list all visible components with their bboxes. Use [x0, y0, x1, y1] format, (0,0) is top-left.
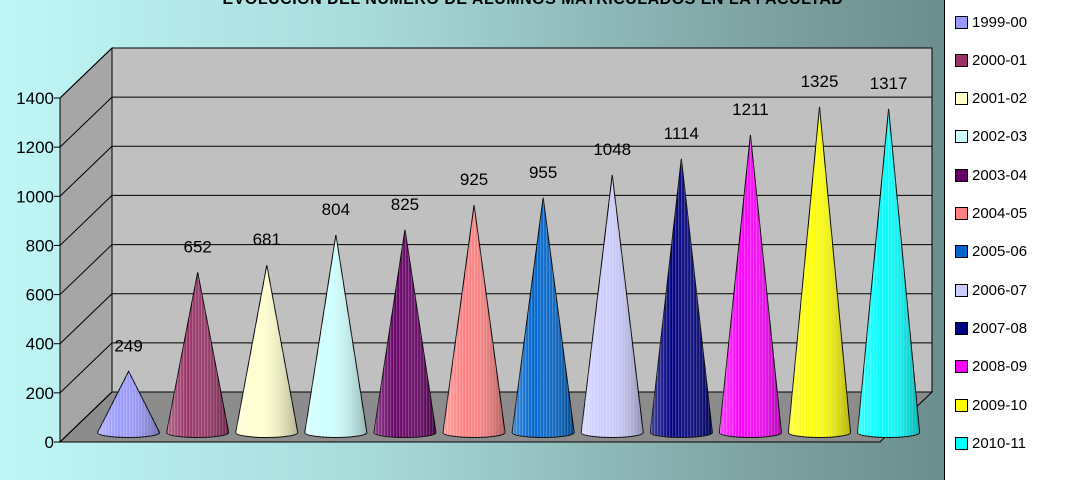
cone-chart: 0 200 400 600 800 1000 1200 1400 249 652 681 804 82… — [16, 46, 934, 452]
data-labels: 249 652 681 804 825 925 955 1048 1114 1211 1325 131… — [114, 72, 907, 355]
y-tick-label: 1400 — [16, 89, 54, 108]
cone-2002-03 — [304, 234, 368, 438]
cone-2010-11 — [857, 108, 921, 438]
y-tick-label: 200 — [26, 384, 54, 403]
cone-shade — [719, 134, 782, 438]
y-tick-label: 600 — [26, 286, 54, 305]
cone-2007-08 — [649, 158, 713, 438]
gridline — [59, 47, 932, 99]
legend-item: 2008-09 — [955, 357, 1027, 377]
data-label: 652 — [184, 237, 212, 256]
cone-shade — [443, 205, 506, 438]
cone-2008-09 — [718, 134, 782, 438]
chart-title: EVOLUCIÓN DEL NÚMERO DE ALUMNOS MATRICUL… — [0, 0, 1066, 9]
gridline — [59, 244, 932, 295]
data-label: 249 — [114, 336, 142, 355]
data-label: 681 — [253, 230, 281, 249]
legend-swatch — [955, 245, 968, 259]
legend-swatch — [955, 436, 968, 450]
legend-item: 2000-01 — [955, 50, 1027, 70]
data-label: 955 — [529, 163, 557, 182]
gridline — [59, 293, 932, 345]
legend-swatch — [955, 321, 968, 335]
cone-2000-01 — [166, 272, 230, 438]
y-tick-label: 1200 — [16, 138, 54, 157]
data-label: 804 — [322, 200, 350, 219]
legend-label: 2001-02 — [972, 90, 1028, 108]
legend-item: 2005-06 — [955, 242, 1027, 262]
legend-item: 2003-04 — [955, 165, 1027, 185]
cone-shade — [304, 234, 367, 438]
gridline — [59, 96, 932, 148]
cone-shade — [373, 229, 436, 438]
legend-label: 2002-03 — [972, 128, 1028, 146]
legend-swatch — [955, 360, 968, 374]
legend-label: 2008-09 — [972, 358, 1028, 376]
legend-label: 2000-01 — [972, 51, 1028, 69]
cone-2003-04 — [373, 229, 437, 438]
legend-swatch — [955, 15, 968, 29]
gridline — [59, 194, 932, 246]
cone-2005-06 — [511, 197, 575, 438]
cone-shade — [581, 174, 644, 438]
cone-shade — [788, 106, 851, 438]
legend-item: 2004-05 — [955, 204, 1027, 224]
legend-item: 2010-11 — [955, 433, 1026, 453]
cone-shade — [512, 197, 575, 438]
legend-swatch — [955, 398, 968, 412]
data-label: 1317 — [870, 74, 908, 93]
data-label: 925 — [460, 170, 488, 189]
data-label: 1114 — [664, 124, 699, 143]
cone-1999-00 — [97, 370, 161, 438]
cone-shade — [166, 272, 229, 438]
legend-swatch — [955, 283, 968, 297]
y-tick-label: 1000 — [16, 187, 54, 206]
cone-shade — [650, 158, 713, 438]
side-wall — [59, 46, 113, 444]
cone-shade — [235, 265, 298, 438]
legend-label: 2006-07 — [972, 281, 1028, 299]
cones — [97, 106, 921, 438]
cone-2001-02 — [235, 265, 299, 438]
legend-label: 2007-08 — [972, 319, 1028, 337]
cone-2006-07 — [580, 174, 644, 438]
legend-swatch — [955, 168, 968, 182]
legend-item: 2002-03 — [955, 127, 1027, 147]
legend-item: 2009-10 — [955, 395, 1027, 415]
legend-label: 2004-05 — [972, 205, 1028, 222]
data-label: 1325 — [801, 72, 839, 91]
gridline — [59, 342, 932, 394]
cone-shade — [857, 108, 920, 438]
legend-label: 2003-04 — [972, 166, 1028, 184]
legend-swatch — [955, 92, 968, 106]
legend-label: 2005-06 — [972, 243, 1028, 261]
cone-shade — [97, 371, 160, 438]
legend-swatch — [955, 207, 968, 220]
y-axis: 0 200 400 600 800 1000 1200 1400 — [16, 89, 61, 452]
legend-label: 2010-11 — [972, 434, 1026, 452]
legend-item: 1999-00 — [955, 12, 1027, 32]
data-label: 825 — [391, 195, 419, 214]
legend-item: 2007-08 — [955, 318, 1027, 338]
legend-label: 1999-00 — [972, 13, 1028, 31]
y-tick-label: 800 — [26, 236, 54, 255]
y-tick-label: 400 — [26, 335, 54, 354]
cone-2009-10 — [788, 106, 852, 438]
legend-item: 2001-02 — [955, 89, 1027, 109]
gridline — [59, 145, 932, 197]
y-tick-label: 0 — [45, 433, 54, 452]
legend-item: 2006-07 — [955, 280, 1027, 300]
legend: 1999-00 2000-01 2001-02 2002-03 2003-04 2004-… — [944, 0, 1066, 480]
legend-label: 2009-10 — [972, 396, 1028, 414]
legend-swatch — [955, 130, 968, 144]
data-label: 1211 — [732, 100, 769, 119]
gridlines — [59, 47, 932, 443]
legend-swatch — [955, 53, 968, 67]
data-label: 1048 — [593, 140, 631, 159]
cone-2004-05 — [442, 205, 506, 438]
